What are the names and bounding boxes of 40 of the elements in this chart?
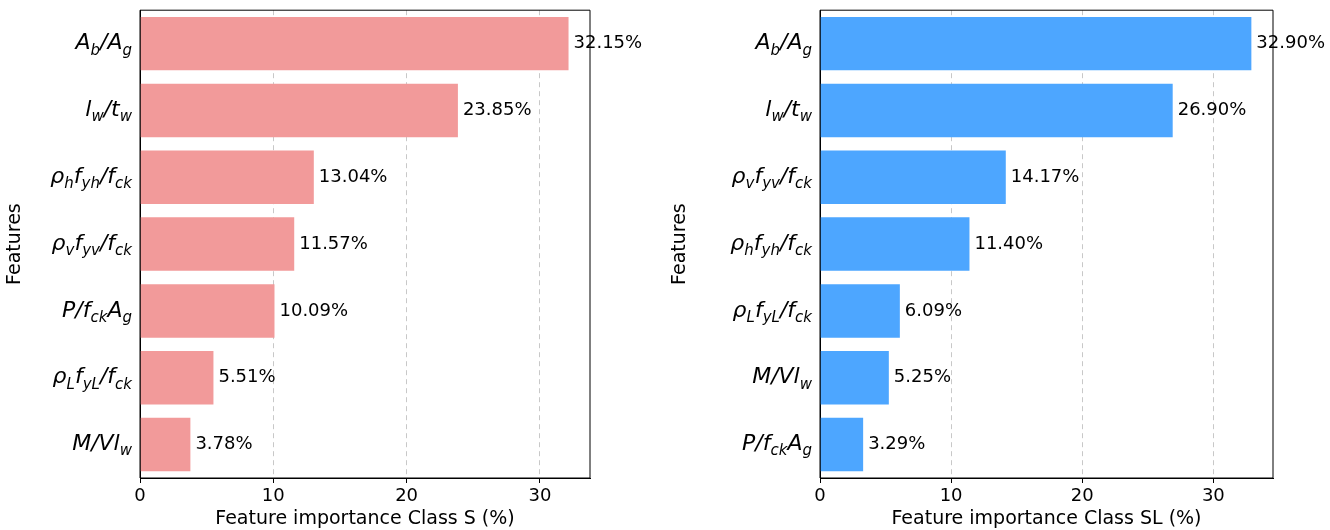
bar <box>820 351 889 405</box>
data-label: 26.90% <box>1177 98 1247 120</box>
data-label: 13.04% <box>318 164 388 186</box>
bar <box>140 417 191 472</box>
x-tick-label: 0 <box>134 484 146 506</box>
bar <box>140 217 295 271</box>
bar <box>820 284 900 338</box>
data-label: 32.90% <box>1256 31 1326 53</box>
data-label: 5.51% <box>218 365 276 387</box>
x-tick-label: 30 <box>1201 484 1225 506</box>
data-label: 3.78% <box>195 432 253 454</box>
y-axis-title: Features <box>2 203 25 285</box>
x-tick-label: 20 <box>1070 484 1094 506</box>
bar <box>140 150 314 204</box>
y-axis-title: Features <box>667 203 690 285</box>
data-label: 11.57% <box>299 231 368 253</box>
data-label: 11.40% <box>974 231 1044 253</box>
x-axis-title: Feature importance Class S (%) <box>215 505 515 528</box>
x-axis-title: Feature importance Class SL (%) <box>891 505 1202 528</box>
data-label: 10.09% <box>279 298 349 320</box>
bar <box>820 417 864 472</box>
bar <box>140 284 275 338</box>
data-label: 32.15% <box>573 31 643 53</box>
bar <box>820 150 1006 204</box>
x-tick-label: 30 <box>528 484 552 506</box>
bar <box>140 16 569 71</box>
data-label: 3.29% <box>868 432 926 454</box>
bar <box>140 351 214 405</box>
bar <box>140 83 458 138</box>
data-label: 6.09% <box>904 298 963 320</box>
x-tick-label: 20 <box>395 484 419 506</box>
x-tick-label: 10 <box>261 484 285 506</box>
data-label: 23.85% <box>462 98 532 120</box>
bar <box>820 16 1252 71</box>
data-label: 5.25% <box>893 365 952 387</box>
bar <box>820 83 1173 138</box>
bar <box>820 217 970 271</box>
x-tick-label: 10 <box>939 484 963 506</box>
x-tick-label: 0 <box>814 484 826 506</box>
data-label: 14.17% <box>1010 164 1080 186</box>
